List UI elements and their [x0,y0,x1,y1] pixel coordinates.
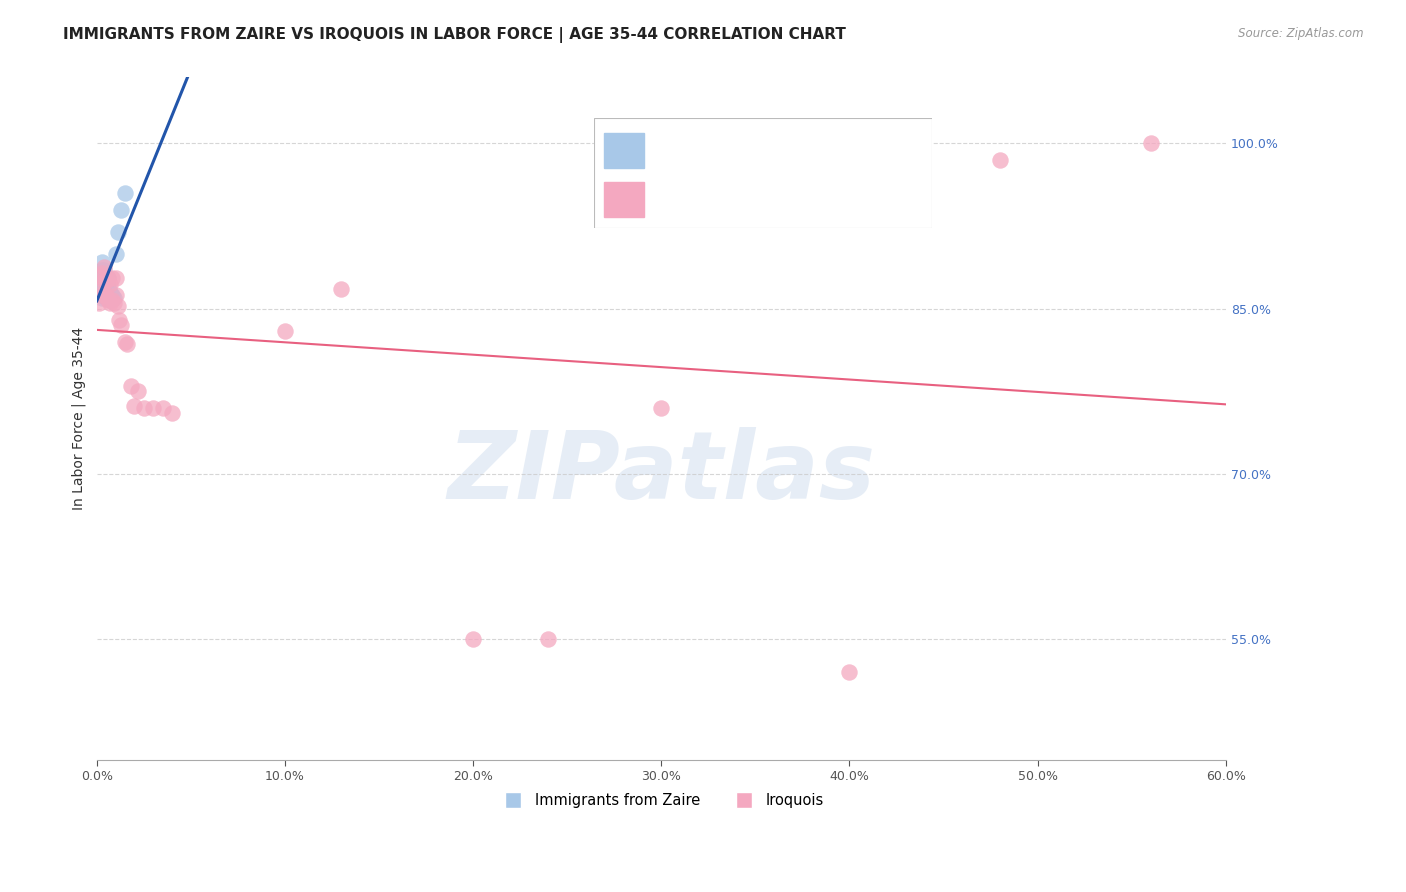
Point [1139,136,1161,151]
Point [93,270,115,285]
Point [101,288,124,302]
Text: Source: ZipAtlas.com: Source: ZipAtlas.com [1239,27,1364,40]
Point [103,296,125,310]
Point [90,282,112,296]
Point [91,279,114,293]
Point [98,296,121,310]
Point [120,378,142,392]
Point [114,186,136,200]
Point [90,274,112,288]
Point [93,274,115,288]
Point [101,270,124,285]
Point [97,270,120,285]
Point [87,296,110,310]
Point [96,288,118,302]
Point [124,399,146,413]
Point [91,279,114,293]
Text: IMMIGRANTS FROM ZAIRE VS IROQUOIS IN LABOR FORCE | AGE 35-44 CORRELATION CHART: IMMIGRANTS FROM ZAIRE VS IROQUOIS IN LAB… [63,27,846,43]
Legend: Immigrants from Zaire, Iroquois: Immigrants from Zaire, Iroquois [492,788,830,814]
Point [93,279,115,293]
Text: ZIPatlas: ZIPatlas [447,427,876,519]
Point [274,324,297,338]
Point [87,279,110,293]
Point [91,255,114,269]
Point [108,312,131,326]
Point [127,384,149,399]
Point [93,288,115,302]
Point [988,153,1011,167]
Point [91,263,114,277]
Point [107,225,129,239]
Point [537,632,560,646]
Point [96,291,118,305]
Point [97,288,120,302]
Point [132,401,155,415]
Point [87,268,110,283]
Point [96,274,118,288]
Point [110,202,132,217]
Point [97,293,120,307]
Point [96,274,118,288]
Y-axis label: In Labor Force | Age 35-44: In Labor Force | Age 35-44 [72,327,86,510]
Point [91,270,114,285]
Point [90,268,112,283]
Point [90,267,112,281]
Point [98,293,121,307]
Point [104,270,127,285]
Point [160,406,183,420]
Point [93,260,115,274]
Point [90,288,112,302]
Point [97,279,120,293]
Point [93,288,115,302]
Point [330,282,353,296]
Point [107,300,129,314]
Point [98,277,121,292]
Point [93,263,115,277]
Point [96,282,118,296]
Point [103,291,125,305]
Point [97,270,120,285]
Point [115,337,138,351]
Point [142,401,165,415]
Point [91,267,114,281]
Point [87,274,110,288]
Point [90,288,112,302]
Point [91,291,114,305]
Point [838,665,860,679]
Point [110,318,132,333]
Point [98,285,121,299]
Point [101,293,124,307]
Point [114,334,136,349]
Point [104,288,127,302]
Point [104,246,127,260]
Point [463,632,485,646]
Point [650,401,672,415]
Point [152,401,174,415]
